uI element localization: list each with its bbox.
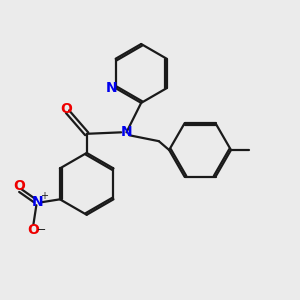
Text: N: N — [105, 81, 117, 95]
Text: N: N — [121, 125, 132, 139]
Text: O: O — [13, 179, 25, 193]
Text: −: − — [37, 225, 46, 235]
Text: O: O — [28, 223, 39, 237]
Text: O: O — [60, 102, 72, 116]
Text: +: + — [40, 191, 48, 201]
Text: N: N — [32, 195, 44, 209]
